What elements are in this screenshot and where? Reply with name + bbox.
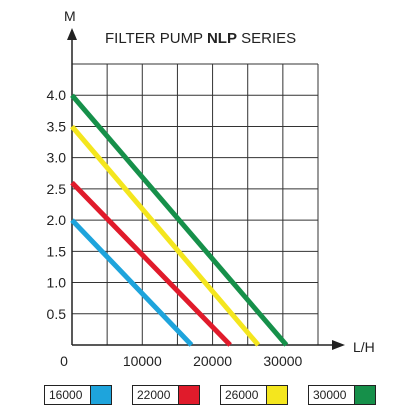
legend-item-26000: 26000	[220, 385, 288, 405]
legend-swatch	[178, 386, 199, 404]
y-tick-label: 1.0	[47, 275, 67, 291]
series-lines	[70, 93, 289, 347]
chart-title: FILTER PUMP NLP SERIES	[105, 30, 296, 47]
x-tick-label: 0	[60, 353, 68, 369]
legend-swatch	[90, 386, 111, 404]
x-tick-label: 20000	[193, 353, 232, 369]
y-tick-label: 3.5	[47, 118, 67, 134]
legend-swatch	[354, 386, 375, 404]
legend-item-30000: 30000	[308, 385, 376, 405]
chart-title-bold: NLP	[207, 30, 237, 47]
legend-label: 22000	[137, 388, 171, 402]
tick-labels: 0.5 1.0 1.5 2.0 2.5 3.0 3.5 4.0 0 10000 20000 30000	[47, 87, 303, 369]
chart-title-prefix: FILTER PUMP	[105, 30, 207, 47]
legend-swatch	[266, 386, 287, 404]
y-axis-arrow	[67, 28, 77, 40]
y-tick-label: 3.0	[47, 150, 67, 166]
series-line-26000	[70, 124, 261, 347]
legend-label: 30000	[313, 388, 347, 402]
y-tick-label: 2.0	[47, 212, 67, 228]
y-axis-label: M	[64, 8, 76, 24]
legend-item-22000: 22000	[132, 385, 200, 405]
y-tick-label: 1.5	[47, 243, 67, 259]
series-line-30000	[70, 93, 289, 347]
series-line-16000	[70, 218, 194, 347]
x-axis-label: L/H	[353, 339, 375, 355]
legend: 16000 22000 26000 30000	[44, 385, 384, 407]
chart-title-suffix: SERIES	[237, 30, 296, 47]
axes	[67, 28, 345, 350]
grid	[72, 63, 319, 345]
y-tick-label: 4.0	[47, 87, 67, 103]
legend-label: 16000	[49, 388, 83, 402]
legend-item-16000: 16000	[44, 385, 112, 405]
y-tick-label: 0.5	[47, 306, 67, 322]
legend-label: 26000	[225, 388, 259, 402]
series-line-22000	[70, 180, 232, 347]
y-tick-label: 2.5	[47, 181, 67, 197]
x-tick-label: 10000	[123, 353, 162, 369]
x-axis-arrow	[332, 340, 345, 350]
x-tick-label: 30000	[263, 353, 302, 369]
